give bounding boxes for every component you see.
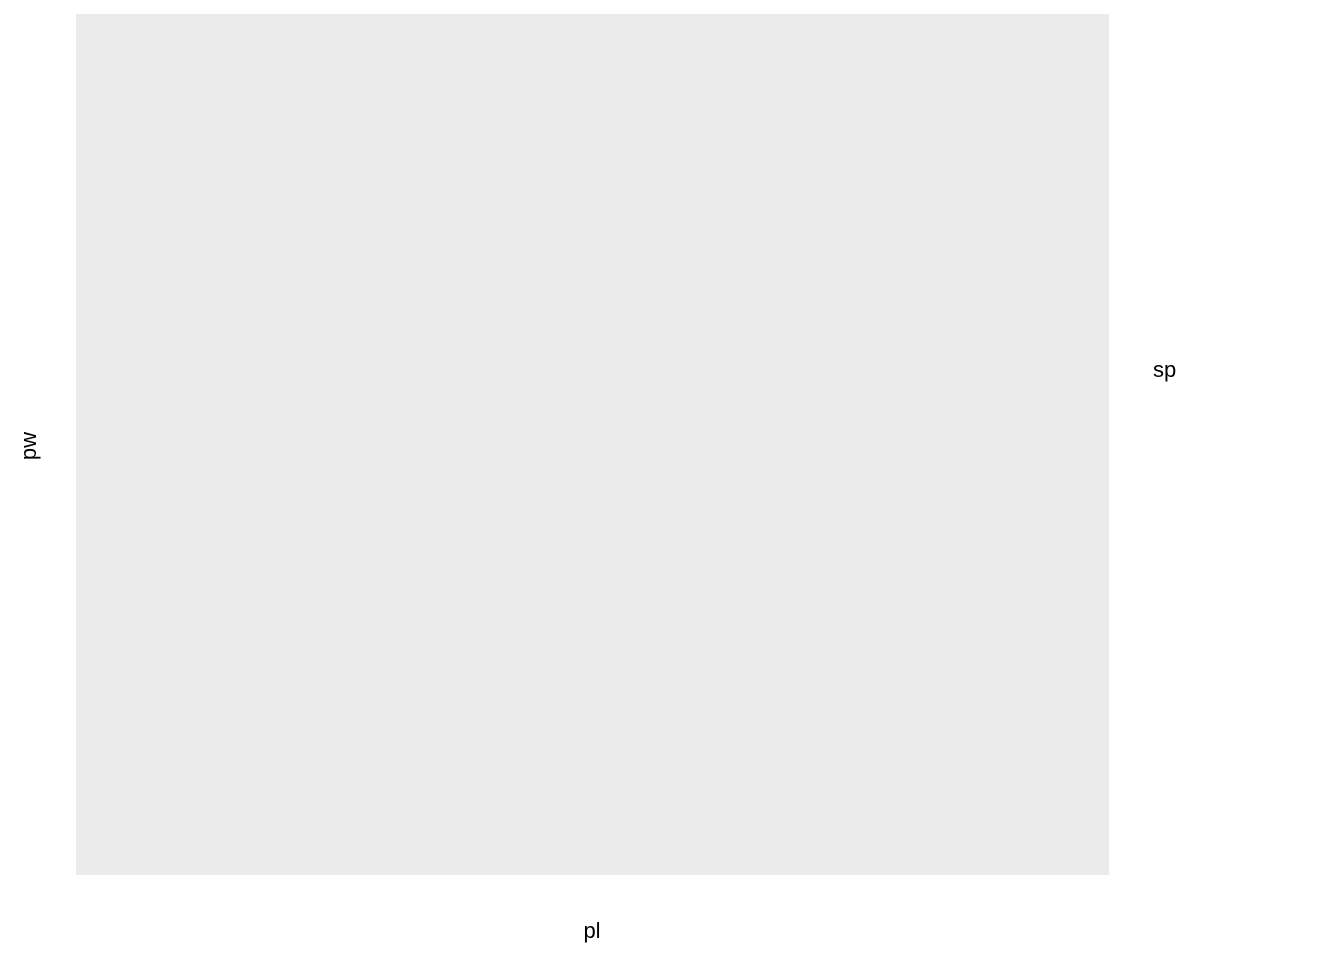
legend: sp	[1153, 357, 1176, 382]
legend-title: sp	[1153, 357, 1176, 382]
y-axis-label: pw	[16, 432, 41, 460]
panel	[76, 14, 1109, 875]
x-axis-label: pl	[583, 918, 600, 943]
